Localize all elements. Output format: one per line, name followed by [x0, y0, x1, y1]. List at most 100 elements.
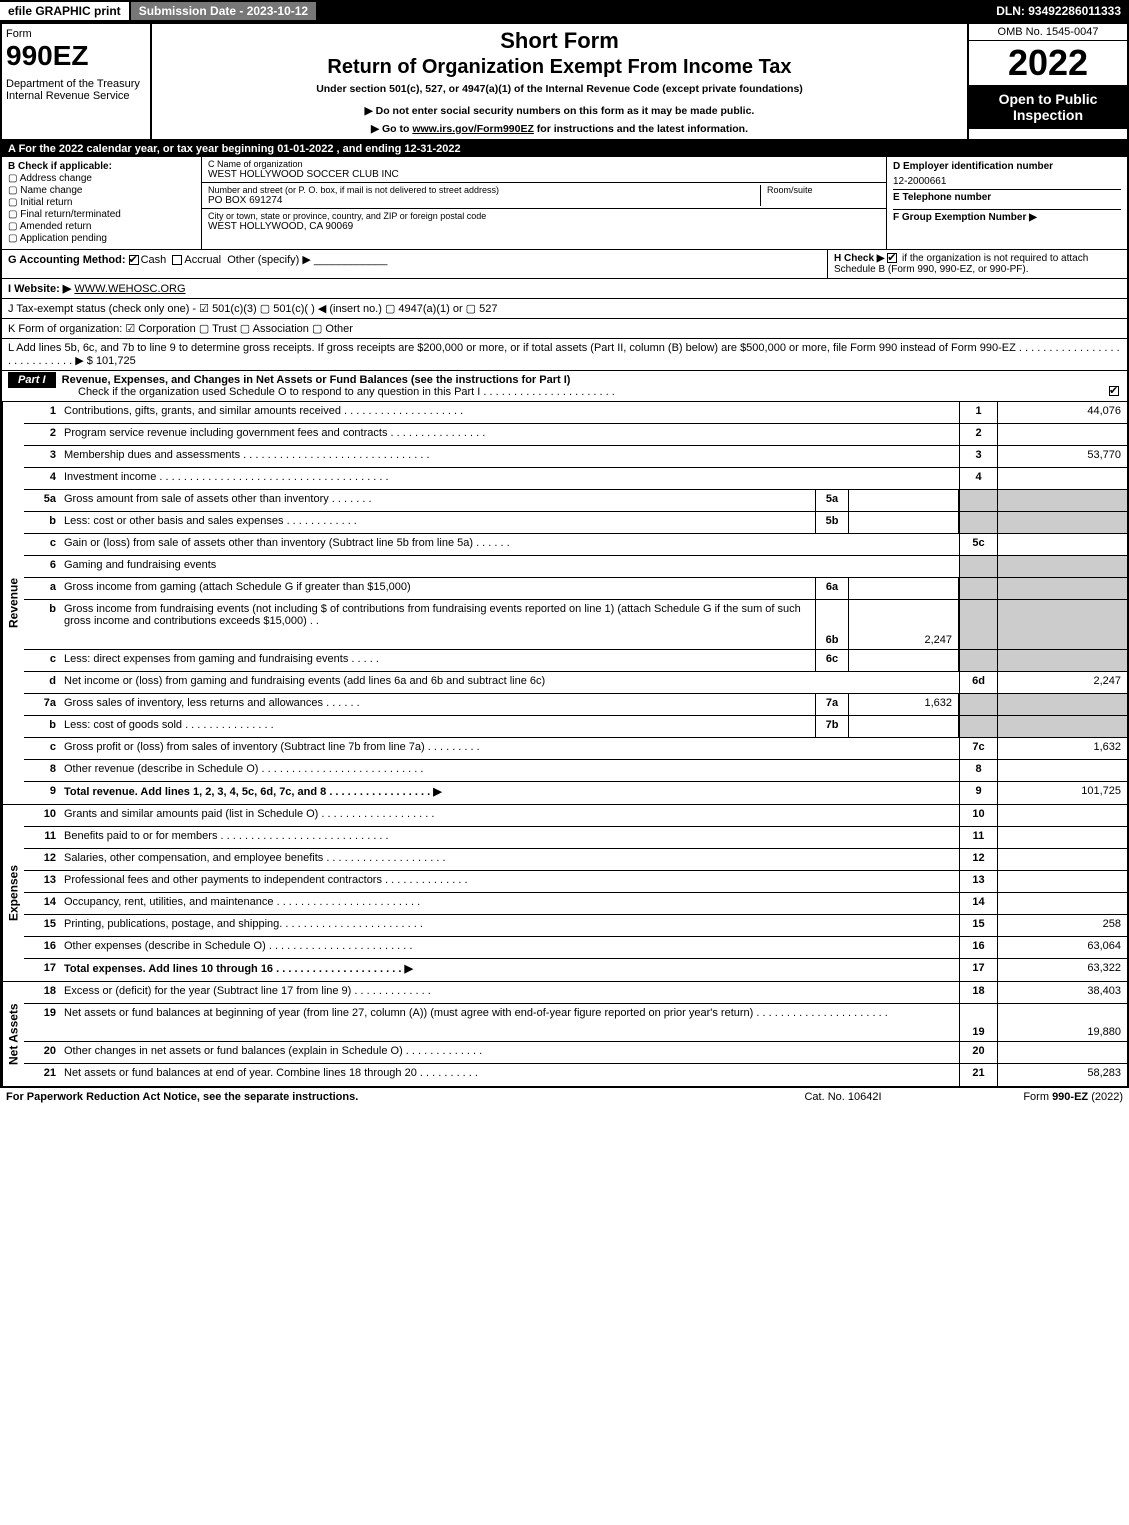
r6a-rn-shade: [959, 578, 997, 599]
r7b-val-shade: [997, 716, 1127, 737]
org-addr-value: PO BOX 691274: [208, 195, 760, 206]
irs-link[interactable]: www.irs.gov/Form990EZ: [412, 123, 534, 135]
r6c-desc: Less: direct expenses from gaming and fu…: [60, 650, 815, 671]
chk-name-lbl: Name change: [20, 185, 82, 196]
website-link[interactable]: WWW.WEHOSC.ORG: [74, 283, 185, 295]
chk-final[interactable]: ▢ Final return/terminated: [8, 209, 195, 220]
r12-val: [997, 849, 1127, 870]
r6-num: 6: [24, 556, 60, 577]
r1-rn: 1: [959, 402, 997, 423]
part1-header: Part I Revenue, Expenses, and Changes in…: [2, 371, 1127, 402]
header-left: Form 990EZ Department of the Treasury In…: [2, 24, 152, 139]
r5c-desc: Gain or (loss) from sale of assets other…: [60, 534, 959, 555]
r9-desc: Total revenue. Add lines 1, 2, 3, 4, 5c,…: [60, 782, 959, 804]
r19-num: 19: [24, 1004, 60, 1041]
section-c: C Name of organization WEST HOLLYWOOD SO…: [202, 157, 887, 249]
row-10: 10Grants and similar amounts paid (list …: [24, 805, 1127, 827]
row-9: 9Total revenue. Add lines 1, 2, 3, 4, 5c…: [24, 782, 1127, 804]
row-14: 14Occupancy, rent, utilities, and mainte…: [24, 893, 1127, 915]
r7a-rn-shade: [959, 694, 997, 715]
chk-address-lbl: Address change: [20, 173, 92, 184]
r17-rn: 17: [959, 959, 997, 981]
efile-label[interactable]: efile GRAPHIC print: [0, 2, 129, 20]
r7c-val: 1,632: [997, 738, 1127, 759]
net-assets-section: Net Assets 18Excess or (deficit) for the…: [2, 982, 1127, 1086]
row-5a: 5aGross amount from sale of assets other…: [24, 490, 1127, 512]
chk-initial[interactable]: ▢ Initial return: [8, 197, 195, 208]
r4-val: [997, 468, 1127, 489]
r16-val: 63,064: [997, 937, 1127, 958]
r21-num: 21: [24, 1064, 60, 1086]
r5c-num: c: [24, 534, 60, 555]
chk-schedule-o[interactable]: [1109, 386, 1119, 396]
r6d-num: d: [24, 672, 60, 693]
r4-desc: Investment income . . . . . . . . . . . …: [60, 468, 959, 489]
r13-desc: Professional fees and other payments to …: [60, 871, 959, 892]
r9-rn: 9: [959, 782, 997, 804]
r6c-sv: [849, 650, 959, 671]
expenses-section: Expenses 10Grants and similar amounts pa…: [2, 805, 1127, 982]
r4-num: 4: [24, 468, 60, 489]
r8-desc: Other revenue (describe in Schedule O) .…: [60, 760, 959, 781]
chk-pending[interactable]: ▢ Application pending: [8, 233, 195, 244]
form-container: Form 990EZ Department of the Treasury In…: [0, 22, 1129, 1088]
chk-name[interactable]: ▢ Name change: [8, 185, 195, 196]
r7b-rn-shade: [959, 716, 997, 737]
sub3-pre: ▶ Go to: [371, 123, 412, 135]
footer-right: Form 990-EZ (2022): [943, 1091, 1123, 1103]
row-3: 3Membership dues and assessments . . . .…: [24, 446, 1127, 468]
net-assets-label: Net Assets: [2, 982, 24, 1086]
org-addr-row: Number and street (or P. O. box, if mail…: [202, 183, 886, 209]
r8-rn: 8: [959, 760, 997, 781]
r2-num: 2: [24, 424, 60, 445]
other-label: Other (specify) ▶: [227, 254, 311, 266]
r10-desc: Grants and similar amounts paid (list in…: [60, 805, 959, 826]
revenue-label: Revenue: [2, 402, 24, 804]
line-i-label: I Website: ▶: [8, 283, 71, 295]
r7b-num: b: [24, 716, 60, 737]
r6-rn-shade: [959, 556, 997, 577]
r2-val: [997, 424, 1127, 445]
footer-right-form: 990-EZ: [1052, 1091, 1088, 1103]
sub3-post: for instructions and the latest informat…: [534, 123, 748, 135]
section-b-label: B Check if applicable:: [8, 161, 112, 172]
r16-desc: Other expenses (describe in Schedule O) …: [60, 937, 959, 958]
chk-amended[interactable]: ▢ Amended return: [8, 221, 195, 232]
line-g-label: G Accounting Method:: [8, 254, 126, 266]
chk-final-lbl: Final return/terminated: [20, 209, 121, 220]
r10-rn: 10: [959, 805, 997, 826]
r13-num: 13: [24, 871, 60, 892]
r2-rn: 2: [959, 424, 997, 445]
chk-address[interactable]: ▢ Address change: [8, 173, 195, 184]
r5c-rn: 5c: [959, 534, 997, 555]
ein-value: 12-2000661: [893, 174, 1121, 189]
r14-val: [997, 893, 1127, 914]
r6a-sn: 6a: [815, 578, 849, 599]
r17-desc: Total expenses. Add lines 10 through 16 …: [60, 959, 959, 981]
row-5b: bLess: cost or other basis and sales exp…: [24, 512, 1127, 534]
chk-cash[interactable]: [129, 255, 139, 265]
form-word: Form: [6, 28, 146, 40]
r7a-val-shade: [997, 694, 1127, 715]
r6-val-shade: [997, 556, 1127, 577]
r12-rn: 12: [959, 849, 997, 870]
row-18: 18Excess or (deficit) for the year (Subt…: [24, 982, 1127, 1004]
r11-rn: 11: [959, 827, 997, 848]
chk-schedule-b[interactable]: [887, 253, 897, 263]
r7b-desc: Less: cost of goods sold . . . . . . . .…: [60, 716, 815, 737]
r13-val: [997, 871, 1127, 892]
revenue-body: 1Contributions, gifts, grants, and simil…: [24, 402, 1127, 804]
r18-rn: 18: [959, 982, 997, 1003]
room-label: Room/suite: [767, 185, 880, 195]
r7a-desc: Gross sales of inventory, less returns a…: [60, 694, 815, 715]
org-addr-label: Number and street (or P. O. box, if mail…: [208, 185, 760, 195]
chk-accrual[interactable]: [172, 255, 182, 265]
r5a-sv: [849, 490, 959, 511]
r16-num: 16: [24, 937, 60, 958]
r21-desc: Net assets or fund balances at end of ye…: [60, 1064, 959, 1086]
r20-val: [997, 1042, 1127, 1063]
r5b-sn: 5b: [815, 512, 849, 533]
row-7b: bLess: cost of goods sold . . . . . . . …: [24, 716, 1127, 738]
r12-num: 12: [24, 849, 60, 870]
short-form-label: Short Form: [156, 28, 963, 54]
